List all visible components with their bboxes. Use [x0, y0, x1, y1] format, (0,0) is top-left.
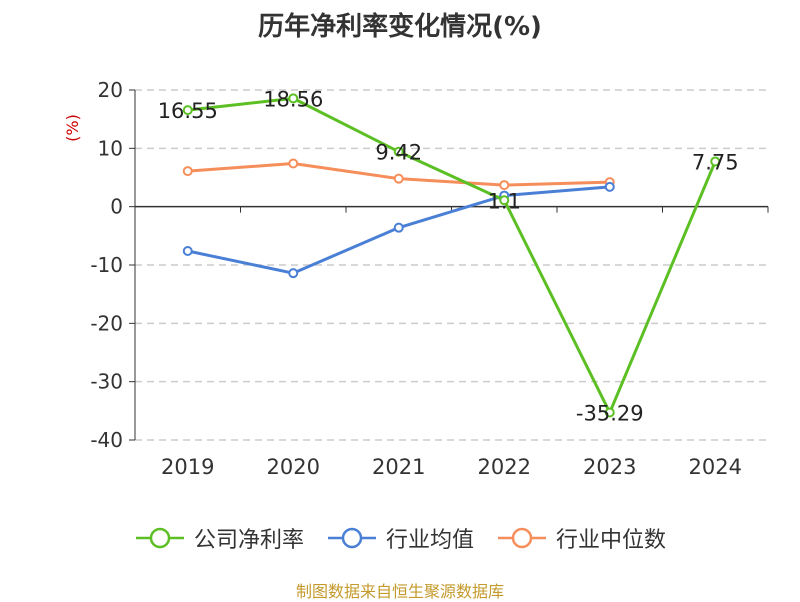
data-label: -35.29	[576, 402, 644, 426]
y-axis-title: (%)	[63, 114, 82, 142]
series-line-0	[187, 96, 717, 415]
y-tick-label: 20	[98, 78, 123, 102]
legend-label: 公司净利率	[193, 528, 304, 553]
data-point-0	[393, 146, 404, 157]
source-note: 制图数据来自恒生聚源数据库	[295, 582, 504, 601]
data-label: 18.56	[263, 87, 323, 111]
x-tick-label: 2019	[161, 455, 214, 479]
legend-item[interactable]: 行业中位数	[496, 522, 666, 554]
legend-item[interactable]: 行业均值	[326, 522, 474, 554]
grid-layer	[135, 89, 768, 441]
data-point-2	[393, 173, 404, 184]
x-tick-label: 2022	[478, 455, 531, 479]
legend: 公司净利率 行业均值 行业中位数	[0, 518, 800, 558]
data-point-2	[499, 180, 510, 191]
data-label: 16.55	[158, 99, 218, 123]
data-point-1	[288, 268, 299, 279]
data-point-2	[288, 158, 299, 169]
chart-title: 历年净利率变化情况(%)	[258, 12, 542, 42]
y-tick-label: -20	[90, 311, 123, 335]
legend-label: 行业中位数	[556, 528, 667, 553]
y-tick-label: -10	[90, 253, 123, 277]
data-point-1	[182, 246, 193, 256]
data-point-0	[499, 195, 510, 206]
x-tick-label: 2023	[583, 455, 636, 479]
y-tick-label: 10	[98, 136, 123, 160]
series-layer	[182, 93, 721, 418]
y-tick-label: 0	[110, 195, 123, 219]
label-layer: 16.55 18.56 9.42 1.1 -35.29 7.75	[158, 87, 739, 425]
legend-item[interactable]: 公司净利率	[134, 522, 304, 554]
data-point-0	[182, 105, 193, 116]
y-tick-label: -30	[90, 370, 123, 394]
data-point-1	[393, 222, 404, 233]
axis-layer: 20 10 0 -10 -20 -30 -40 2019 2020 2021 2022 2023 202…	[63, 78, 769, 479]
legend-swatch-icon	[135, 527, 184, 549]
data-label: 1.1	[488, 189, 521, 213]
data-point-0	[604, 407, 615, 418]
data-point-2	[182, 166, 193, 177]
data-label: 9.42	[375, 141, 422, 165]
legend-swatch-icon	[327, 527, 376, 549]
data-point-0	[710, 156, 721, 167]
data-point-1	[604, 181, 615, 192]
legend-label: 行业均值	[385, 528, 474, 553]
legend-swatch-icon	[498, 527, 546, 549]
x-tick-label: 2021	[372, 455, 425, 479]
data-point-0	[288, 93, 299, 104]
x-tick-label: 2024	[689, 455, 742, 479]
x-tick-label: 2020	[267, 455, 320, 479]
data-label: 7.75	[692, 150, 739, 174]
y-tick-label: -40	[90, 428, 123, 452]
